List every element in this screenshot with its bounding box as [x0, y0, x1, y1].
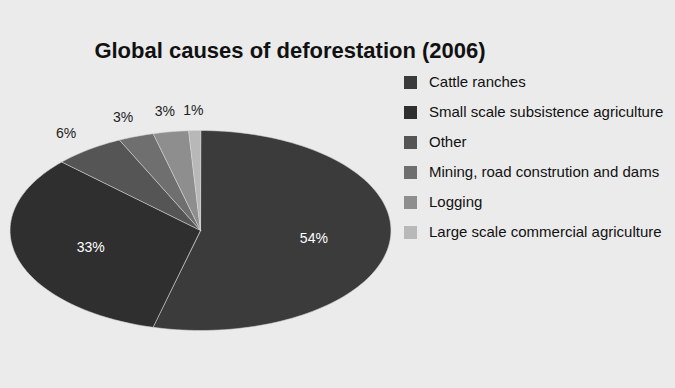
html-text:Global causes of deforestation: Global causes of deforestation (2006) — [94, 38, 486, 63]
svg-text:1%: 1% — [183, 102, 203, 118]
html-text:Small scale subsistence agricu: Small scale subsistence agriculture — [429, 103, 664, 120]
svg-text:54%: 54% — [300, 229, 328, 245]
html-text:Large scale commercial agricul: Large scale commercial agriculture — [429, 223, 662, 240]
html-text:Mining, road constrution and d: Mining, road constrution and dams — [429, 163, 660, 180]
html-text:Cattle ranches: Cattle ranches — [429, 73, 526, 90]
svg-text:33%: 33% — [77, 239, 105, 255]
svg-text:6%: 6% — [56, 125, 76, 141]
svg-text:3%: 3% — [113, 109, 133, 125]
html-text:Logging: Logging — [429, 193, 483, 210]
svg-text:3%: 3% — [155, 103, 175, 119]
html-text:Other: Other — [429, 133, 467, 150]
